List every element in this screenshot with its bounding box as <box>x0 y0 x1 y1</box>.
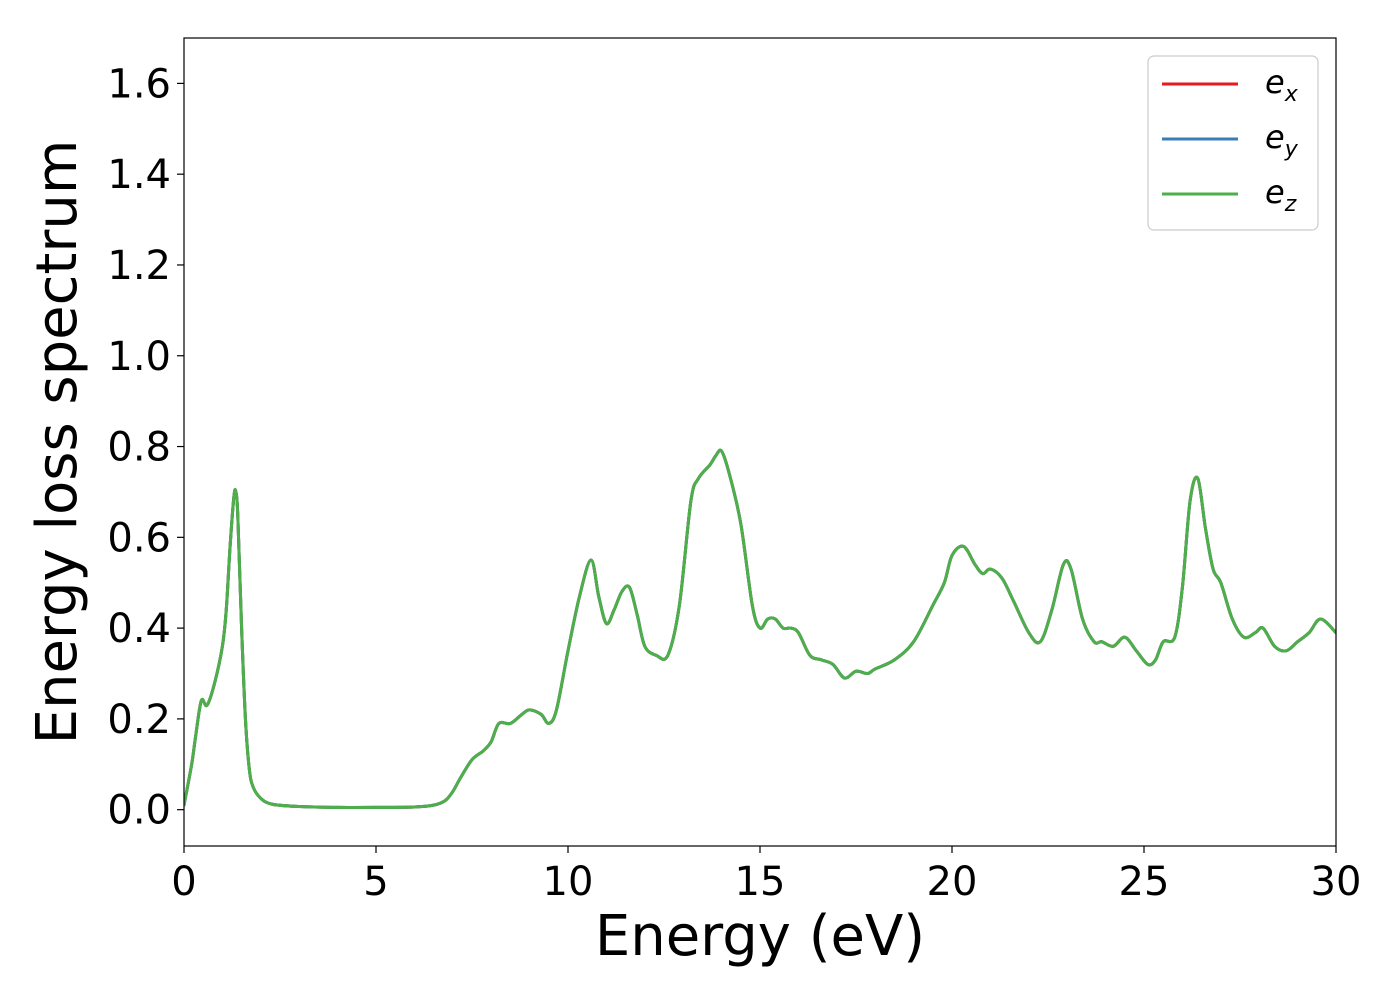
y-tick-label: 0.2 <box>107 697 171 743</box>
x-tick-label: 25 <box>1119 859 1170 905</box>
legend-frame <box>1147 55 1319 231</box>
series-layer <box>184 448 1336 810</box>
x-tick-label: 15 <box>735 859 786 905</box>
y-tick-label: 1.0 <box>107 334 171 380</box>
x-tick-label: 20 <box>927 859 978 905</box>
y-tick-label: 1.6 <box>107 61 171 107</box>
y-tick-label: 1.4 <box>107 152 171 198</box>
x-tick-label: 5 <box>363 859 388 905</box>
legend-label-e-x: ex <box>1265 63 1299 107</box>
series-line-e-z <box>184 448 1336 810</box>
y-tick-label: 0.4 <box>107 606 171 652</box>
y-tick-label: 0.6 <box>107 515 171 561</box>
y-tick-label: 1.2 <box>107 243 171 289</box>
y-tick-label: 0.8 <box>107 425 171 471</box>
legend-label-e-z: ez <box>1265 173 1297 217</box>
y-tick-label: 0.0 <box>107 788 171 834</box>
legend-label-e-y: ey <box>1265 118 1299 162</box>
x-tick-label: 0 <box>171 859 196 905</box>
x-tick-label: 30 <box>1311 859 1362 905</box>
y-axis-label: Energy loss spectrum <box>25 140 90 745</box>
x-axis: 0 5 10 15 20 25 30 <box>171 846 1361 905</box>
y-axis: 0.0 0.2 0.4 0.6 0.8 1.0 1.2 1.4 1.6 <box>107 61 184 834</box>
x-tick-label: 10 <box>543 859 594 905</box>
x-axis-label: Energy (eV) <box>595 904 925 969</box>
legend: ex ey ez <box>1147 55 1319 231</box>
